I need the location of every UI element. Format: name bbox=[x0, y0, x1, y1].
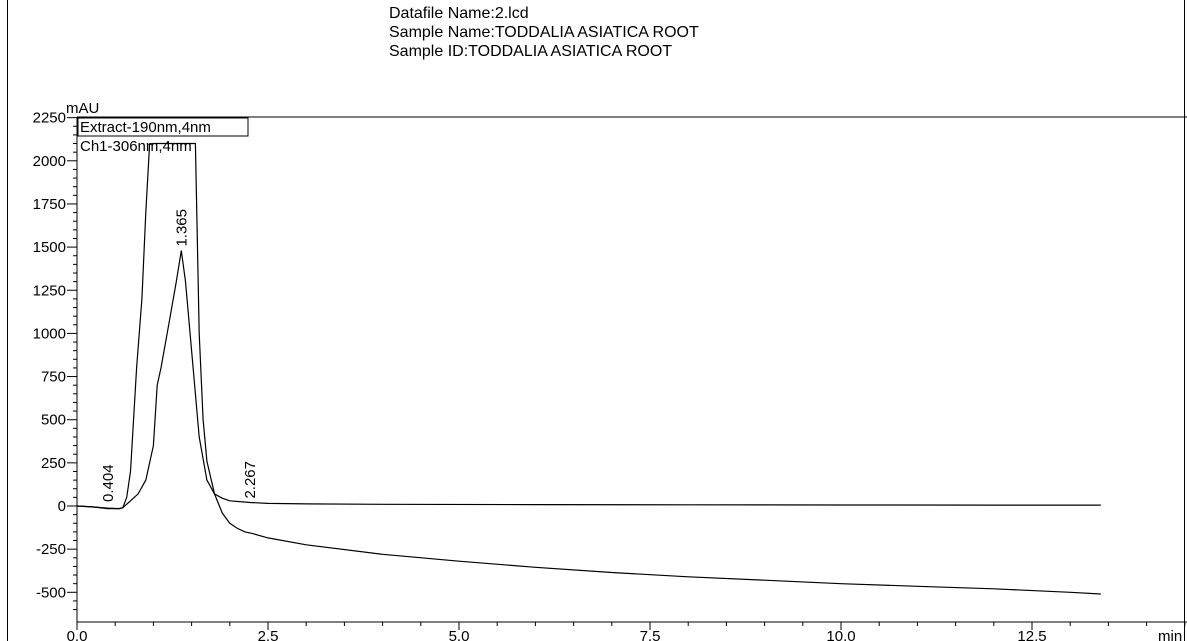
chart-lines bbox=[77, 142, 1101, 595]
sample-id: Sample ID:TODDALIA ASIATICA ROOT bbox=[389, 43, 673, 60]
x-axis-title: min bbox=[1158, 628, 1182, 641]
chart-labels: Extract-190nm,4nm Ch1-306nm,4nm 0.404 1.365… bbox=[77, 117, 259, 502]
y-tick-label: 2000 bbox=[33, 153, 66, 170]
y-axis-title: mAU bbox=[66, 100, 99, 117]
report-frame bbox=[7, 0, 1185, 641]
y-tick-label: 1000 bbox=[33, 325, 66, 342]
x-tick-label: 2.5 bbox=[258, 628, 279, 641]
y-tick-label: -250 bbox=[36, 541, 66, 558]
y-tick-label: 500 bbox=[41, 412, 66, 429]
legend: Extract-190nm,4nm Ch1-306nm,4nm bbox=[77, 117, 249, 155]
series-line-1 bbox=[77, 142, 1101, 595]
y-tick-label: 2250 bbox=[33, 110, 66, 127]
legend-entry: Extract-190nm,4nm bbox=[80, 119, 211, 136]
peak-label: 2.267 bbox=[242, 461, 259, 499]
x-tick-label: 0.0 bbox=[67, 628, 88, 641]
report-header: Datafile Name:2.lcd Sample Name:TODDALIA… bbox=[389, 4, 699, 61]
legend-box bbox=[77, 117, 249, 137]
y-tick-label: 250 bbox=[41, 455, 66, 472]
y-tick-label: 1250 bbox=[33, 282, 66, 299]
y-tick-label: 750 bbox=[41, 369, 66, 386]
x-tick-label: 7.5 bbox=[640, 628, 661, 641]
chart-axes: 2250 2000 1750 1500 1250 1000 750 500 250 0 -250 -5… bbox=[33, 100, 1187, 641]
legend-entry: Ch1-306nm,4nm bbox=[80, 138, 192, 155]
y-tick-label: 1500 bbox=[33, 239, 66, 256]
datafile-name: Datafile Name:2.lcd bbox=[389, 5, 529, 22]
sample-name: Sample Name:TODDALIA ASIATICA ROOT bbox=[389, 24, 699, 41]
peak-label: 0.404 bbox=[100, 464, 117, 502]
y-tick-label: 0 bbox=[58, 498, 66, 515]
series-line-2 bbox=[77, 250, 1101, 510]
peak-label: 1.365 bbox=[173, 209, 190, 247]
x-tick-label: 5.0 bbox=[449, 628, 470, 641]
y-tick-label: 1750 bbox=[33, 196, 66, 213]
x-tick-label: 12.5 bbox=[1017, 628, 1046, 641]
y-tick-label: -500 bbox=[36, 584, 66, 601]
x-tick-label: 10.0 bbox=[826, 628, 855, 641]
